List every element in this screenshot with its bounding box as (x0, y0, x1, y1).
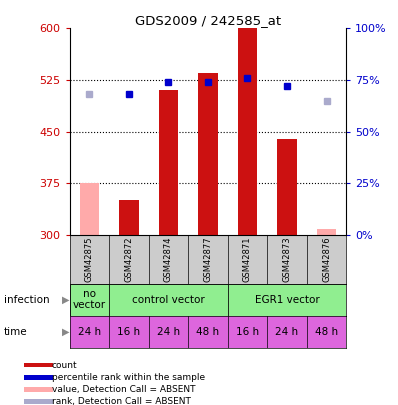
Text: 16 h: 16 h (236, 327, 259, 337)
Bar (24, 375, 53, 379)
Bar (70, 284, 109, 316)
Text: GSM42873: GSM42873 (283, 237, 291, 282)
Text: 16 h: 16 h (117, 327, 140, 337)
Text: rank, Detection Call = ABSENT: rank, Detection Call = ABSENT (52, 397, 191, 405)
Text: GSM42877: GSM42877 (203, 237, 213, 282)
Text: control vector: control vector (132, 295, 205, 305)
Text: 24 h: 24 h (78, 327, 101, 337)
Text: GSM42871: GSM42871 (243, 237, 252, 282)
Bar (228, 284, 346, 316)
Bar (24, 363, 53, 367)
Bar (24, 399, 53, 404)
Text: GSM42874: GSM42874 (164, 237, 173, 282)
Text: 48 h: 48 h (315, 327, 338, 337)
Text: no
vector: no vector (73, 289, 106, 311)
Title: GDS2009 / 242585_at: GDS2009 / 242585_at (135, 14, 281, 27)
Bar (238, 28, 258, 235)
Text: count: count (52, 360, 77, 370)
Bar (119, 200, 139, 235)
Bar (24, 387, 53, 392)
Text: 48 h: 48 h (196, 327, 220, 337)
Bar (198, 73, 218, 235)
Bar (109, 284, 228, 316)
Bar (80, 183, 99, 235)
Text: percentile rank within the sample: percentile rank within the sample (52, 373, 205, 382)
Bar (317, 229, 336, 235)
Text: ▶: ▶ (62, 295, 69, 305)
Text: ▶: ▶ (62, 327, 69, 337)
Text: GSM42872: GSM42872 (125, 237, 133, 282)
Text: GSM42875: GSM42875 (85, 237, 94, 282)
Text: value, Detection Call = ABSENT: value, Detection Call = ABSENT (52, 385, 195, 394)
Text: 24 h: 24 h (275, 327, 298, 337)
Bar (158, 90, 178, 235)
Text: EGR1 vector: EGR1 vector (255, 295, 319, 305)
Text: infection: infection (4, 295, 50, 305)
Text: GSM42876: GSM42876 (322, 237, 331, 282)
Text: 24 h: 24 h (157, 327, 180, 337)
Text: time: time (4, 327, 27, 337)
Bar (277, 139, 297, 235)
